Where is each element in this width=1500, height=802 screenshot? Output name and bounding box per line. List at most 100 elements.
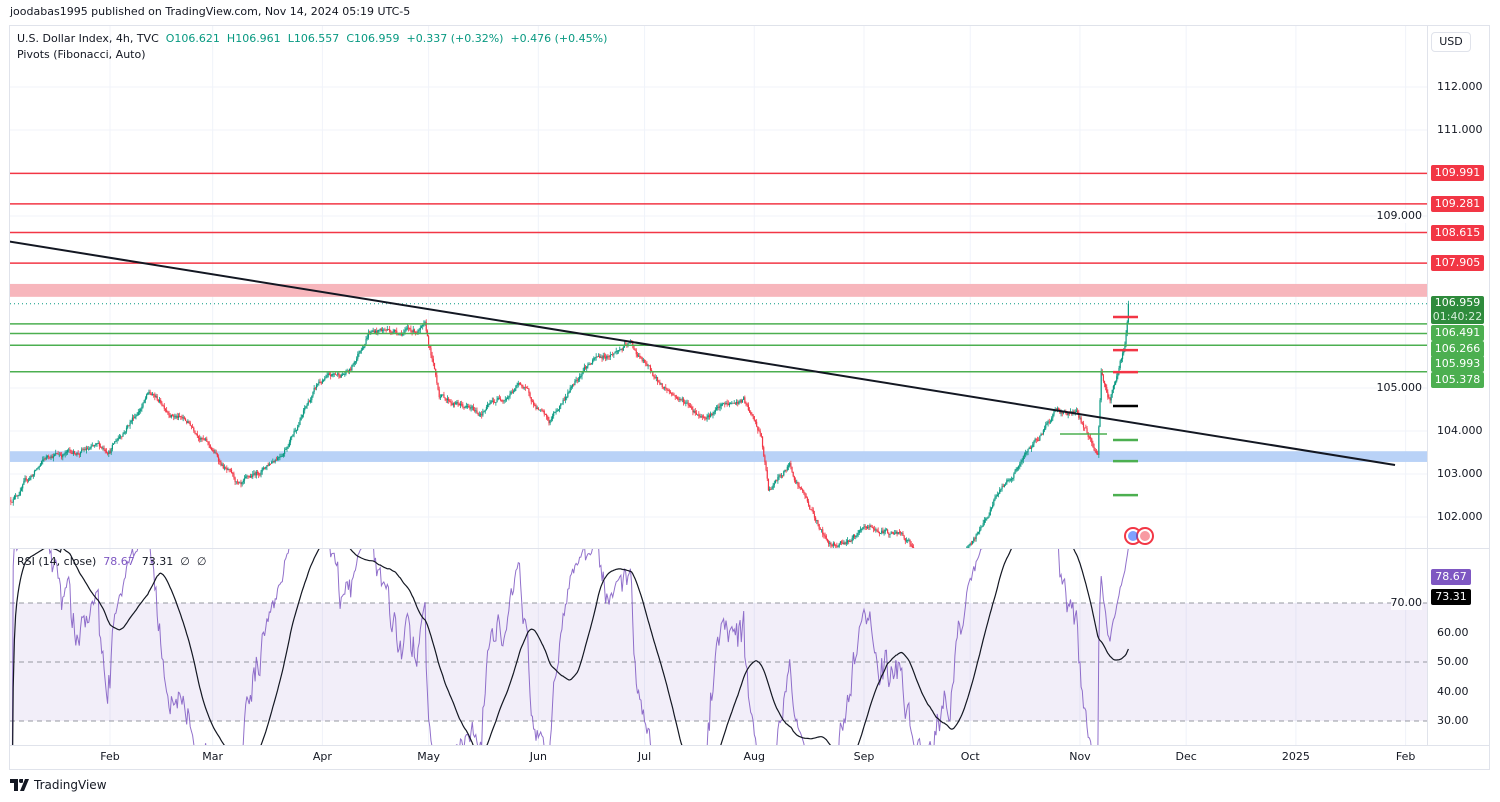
candle-body (57, 453, 59, 455)
candle (617, 349, 620, 354)
events-icon[interactable] (1124, 527, 1154, 545)
candle (356, 356, 358, 364)
candle-body (1113, 384, 1116, 387)
candle (453, 401, 456, 408)
candle-body (914, 549, 915, 551)
candle (620, 348, 622, 351)
candle (455, 401, 457, 405)
candle (711, 412, 713, 417)
candle-body (738, 401, 740, 404)
candle-body (56, 453, 58, 454)
candle (117, 435, 119, 442)
candle (720, 402, 722, 410)
candle (635, 348, 637, 358)
candle-body (549, 420, 551, 424)
candle (470, 404, 472, 412)
candle-body (946, 566, 947, 568)
candle-body (1012, 477, 1014, 480)
candle-body (643, 360, 646, 363)
candle-body (835, 545, 837, 547)
candle (851, 535, 853, 544)
candle-body (615, 350, 617, 353)
candle-body (193, 427, 195, 431)
candle (738, 400, 740, 405)
candle (681, 396, 683, 403)
candle-body (558, 406, 561, 410)
candle (826, 538, 829, 543)
candle-body (242, 480, 244, 482)
candle (166, 407, 168, 413)
candle-body (1000, 488, 1002, 490)
candle-body (841, 541, 843, 543)
trendline[interactable] (0, 240, 1396, 466)
candle (17, 494, 19, 500)
candle (170, 414, 172, 419)
candle-body (415, 331, 417, 333)
currency-button[interactable]: USD (1431, 32, 1471, 52)
candle (354, 361, 357, 366)
candle-body (779, 475, 781, 477)
candle-body (1097, 452, 1099, 455)
candle (809, 504, 811, 510)
candle-body (171, 414, 174, 416)
candle-body (648, 365, 650, 367)
candle (183, 416, 185, 420)
rsi-legend[interactable]: RSI (14, close) 78.67 73.31 ∅ ∅ (17, 555, 206, 568)
candle-body (315, 384, 318, 389)
candle (459, 401, 462, 409)
candle (474, 407, 476, 413)
candle (800, 486, 803, 490)
tradingview-logo[interactable]: TradingView (10, 778, 107, 792)
candle-body (819, 528, 821, 530)
candle-body (53, 454, 56, 456)
candle-body (877, 530, 879, 533)
candle (551, 413, 554, 422)
candle (852, 534, 854, 541)
candle-body (286, 447, 288, 450)
candle-body (1035, 438, 1037, 440)
candle-body (527, 388, 529, 389)
candle-body (83, 449, 85, 451)
candle (858, 529, 860, 535)
candle (1105, 383, 1107, 391)
candle-body (274, 460, 276, 462)
candle (234, 476, 236, 485)
candle-body (44, 458, 46, 460)
candle-body (111, 444, 113, 450)
candle-body (246, 475, 248, 477)
candle-body (920, 553, 921, 556)
indicator-legend[interactable]: Pivots (Fibonacci, Auto) (17, 48, 146, 61)
candle-body (1051, 418, 1053, 422)
candle-body (613, 353, 615, 355)
candle (785, 469, 787, 473)
candle (214, 449, 216, 454)
candle (733, 400, 735, 404)
candle (1027, 448, 1029, 456)
candle (130, 419, 132, 424)
candle-body (933, 566, 934, 568)
candle-body (379, 328, 381, 330)
candle (872, 526, 875, 533)
candle (51, 453, 53, 459)
candle (901, 531, 903, 536)
candle-body (55, 453, 57, 455)
candle (406, 324, 408, 331)
symbol-legend[interactable]: U.S. Dollar Index, 4h, TVC O106.621 H106… (17, 32, 607, 45)
candle (209, 444, 211, 450)
candle (889, 533, 891, 538)
candle-body (135, 415, 137, 417)
candle (253, 469, 255, 476)
candle (610, 354, 613, 356)
candle-body (958, 556, 959, 559)
candle (693, 409, 695, 414)
candle-body (330, 374, 332, 377)
candle-body (12, 499, 14, 503)
candle (727, 400, 729, 406)
candle (945, 562, 946, 569)
candle-body (45, 456, 47, 460)
candle (925, 559, 926, 561)
candle-body (155, 396, 157, 398)
candle (823, 532, 825, 539)
candle (512, 389, 515, 394)
